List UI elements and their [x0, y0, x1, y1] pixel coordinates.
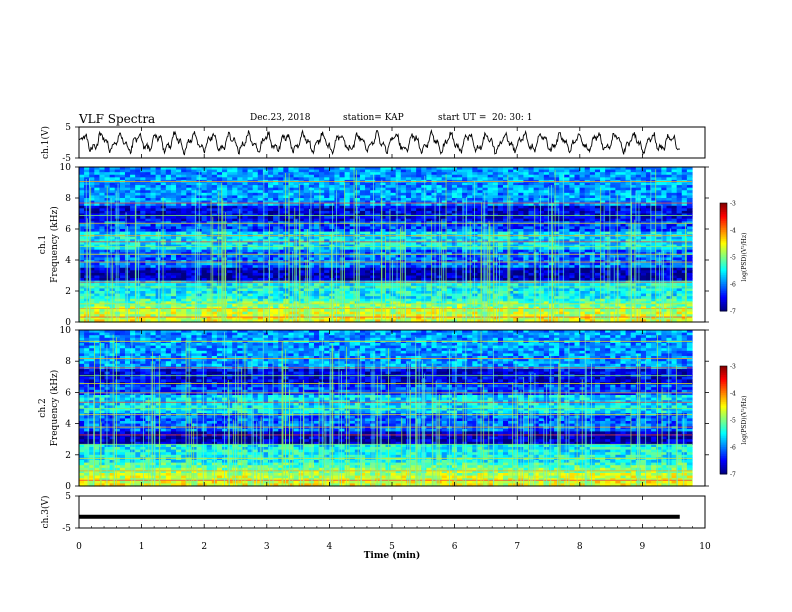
y-tick-label: 2: [65, 451, 71, 461]
y-tick-label: 4: [65, 256, 71, 266]
colorbar-label-ch2: log(PSD)(V²/Hz): [741, 396, 748, 445]
x-tick-label: 3: [264, 542, 270, 552]
spectrogram-ch1: [79, 167, 693, 323]
colorbar-tick-label: -3: [730, 201, 736, 208]
y-tick-label: 10: [60, 326, 72, 336]
x-tick-label: 2: [201, 542, 207, 552]
colorbar-tick-label: -4: [730, 228, 736, 235]
colorbar-tick-label: -3: [730, 364, 736, 371]
header-station: station= KAP: [343, 113, 404, 123]
y-tick-label: 6: [65, 388, 71, 398]
colorbar-tick-label: -6: [730, 445, 736, 452]
y-tick-label: 0: [65, 482, 71, 492]
header-start-label: start UT =: [438, 113, 487, 123]
colorbar-frame-ch1: [719, 202, 728, 312]
y-tick-label: 6: [65, 225, 71, 235]
x-tick-label: 0: [76, 542, 82, 552]
x-tick-label: 4: [327, 542, 333, 552]
colorbar-ch2: [720, 366, 727, 475]
header-start-value: 20: 30: 1: [492, 113, 533, 123]
colorbar-tick-label: -5: [730, 418, 736, 425]
x-tick-label: 8: [577, 542, 583, 552]
y-tick-label: 5: [65, 492, 71, 502]
x-axis-label: Time (min): [364, 550, 421, 561]
y-tick-label: 10: [60, 163, 72, 173]
colorbar-tick-label: -7: [730, 309, 736, 316]
y-tick-label: 4: [65, 420, 71, 430]
y-axis-label-ch2: ch.2: [38, 398, 48, 417]
y-tick-label: 8: [65, 357, 71, 367]
y-tick-label: 5: [65, 123, 71, 133]
y-axis-label-wave-ch1: ch.1(V): [40, 126, 51, 159]
spectrogram-ch2: [79, 330, 693, 487]
y-tick-label: 2: [65, 287, 71, 297]
y-axis-label-freq-ch2: Frequency (kHz): [49, 370, 60, 447]
x-tick-label: 6: [452, 542, 458, 552]
x-tick-label: 1: [139, 542, 145, 552]
figure-title: VLF Spectra: [79, 112, 156, 126]
y-axis-label-ch1: ch.1: [38, 235, 48, 254]
y-tick-label: -5: [62, 524, 71, 534]
colorbar-tick-label: -5: [730, 255, 736, 262]
y-tick-label: -5: [62, 154, 71, 164]
x-tick-label: 10: [699, 542, 711, 552]
colorbar-frame-ch2: [719, 365, 728, 475]
y-axis-label-freq-ch1: Frequency (kHz): [49, 206, 60, 283]
x-tick-label: 7: [514, 542, 520, 552]
x-tick-label: 5: [389, 542, 395, 552]
y-tick-label: 8: [65, 194, 71, 204]
x-tick-label: 9: [640, 542, 646, 552]
colorbar-tick-label: -7: [730, 472, 736, 479]
colorbar-tick-label: -6: [730, 282, 736, 289]
waveform-frame-ch3: [78, 495, 706, 529]
header-date: Dec.23, 2018: [250, 113, 311, 123]
y-tick-label: 0: [65, 318, 71, 328]
colorbar-tick-label: -4: [730, 391, 736, 398]
colorbar-ch1: [720, 203, 727, 312]
y-axis-label-wave-ch3: ch.3(V): [40, 496, 51, 529]
waveform-line-ch1: [78, 128, 681, 156]
colorbar-label-ch1: log(PSD)(V²/Hz): [741, 233, 748, 282]
